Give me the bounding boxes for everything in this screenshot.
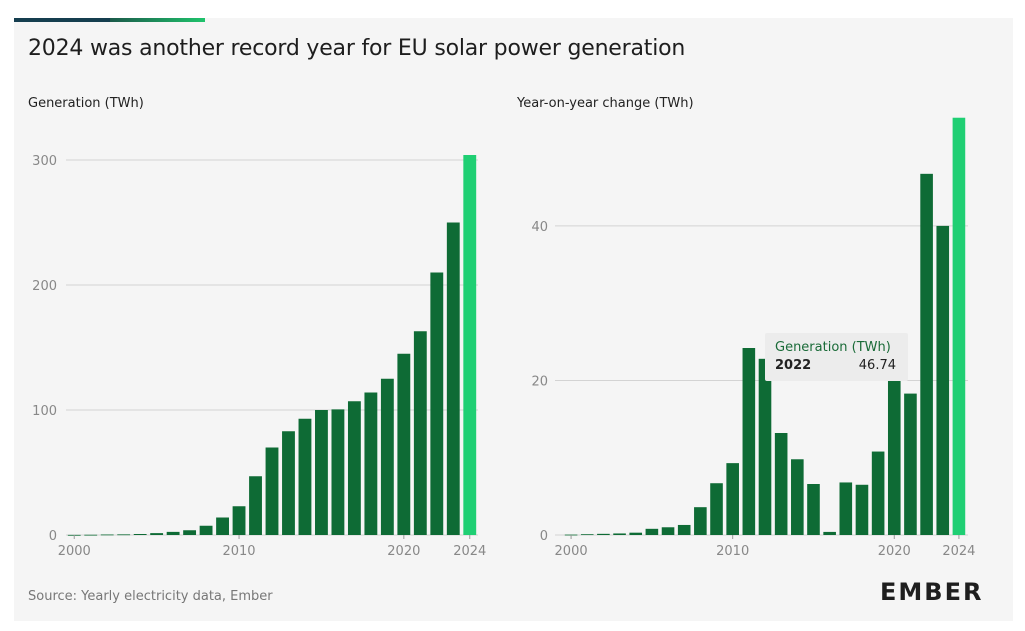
left-y-tick-label: 0 [49, 529, 57, 544]
left-bar [150, 533, 164, 535]
left-bar [282, 431, 295, 535]
right-bar [920, 173, 933, 535]
right-bar [904, 393, 917, 535]
right-bar [807, 484, 820, 535]
right-bar [855, 484, 869, 535]
left-bar [199, 525, 213, 535]
right-bar [613, 533, 626, 535]
right-bar [839, 482, 853, 535]
left-bar [133, 534, 147, 535]
accent-bar-dark [14, 18, 110, 22]
right-bar [871, 451, 885, 535]
right-bar [742, 348, 756, 535]
source-note: Source: Yearly electricity data, Ember [28, 589, 273, 604]
left-bar [446, 222, 460, 535]
right-bar [710, 483, 723, 535]
chart-title: 2024 was another record year for EU sola… [28, 36, 686, 61]
left-bar [413, 331, 427, 535]
right-bar [774, 433, 788, 535]
right-bar [936, 225, 950, 535]
left-x-tick-label: 2000 [58, 544, 91, 559]
left-y-tick-label: 100 [32, 404, 57, 419]
left-bar [364, 392, 378, 535]
right-bar [597, 533, 610, 535]
left-bar [166, 531, 180, 535]
right-bar [887, 380, 901, 535]
right-bar [791, 459, 804, 535]
right-bar [758, 358, 772, 535]
left-x-tick-label: 2024 [453, 544, 486, 559]
right-bar [580, 534, 594, 536]
accent-bar [14, 18, 205, 22]
right-y-tick-label: 40 [531, 220, 548, 235]
left-bar [298, 418, 312, 535]
tooltip-year: 2022 [775, 358, 812, 373]
right-bar [661, 527, 675, 535]
left-x-tick-label: 2020 [387, 544, 420, 559]
ember-logo: EMBER [880, 578, 984, 606]
right-bar [629, 532, 643, 535]
left-y-tick-label: 300 [32, 154, 57, 169]
tooltip: Generation (TWh) 2022 46.74 [765, 333, 908, 381]
right-bar [645, 528, 659, 535]
left-bar [463, 155, 477, 535]
left-bar [430, 272, 444, 535]
left-bar [315, 410, 328, 535]
right-bar [823, 531, 836, 535]
tooltip-value: 46.74 [858, 358, 896, 373]
right-bar [677, 524, 691, 535]
left-bar [397, 353, 411, 535]
left-y-tick-label: 200 [32, 279, 57, 294]
right-bar [694, 507, 707, 535]
right-panel-label: Year-on-year change (TWh) [517, 96, 694, 111]
left-bar [117, 534, 131, 536]
left-panel-label: Generation (TWh) [28, 96, 144, 111]
right-y-tick-label: 20 [531, 374, 548, 389]
left-bar [100, 534, 114, 536]
left-bar [232, 506, 246, 535]
left-bar [265, 447, 279, 535]
right-x-tick-label: 2000 [555, 544, 588, 559]
left-bar [183, 530, 197, 535]
left-x-tick-label: 2010 [222, 544, 255, 559]
right-x-tick-label: 2010 [716, 544, 749, 559]
right-x-tick-label: 2020 [878, 544, 911, 559]
right-bar [952, 117, 966, 536]
left-bar [331, 409, 345, 535]
left-bar [249, 476, 262, 535]
left-bar [84, 534, 98, 536]
left-bar [380, 378, 394, 535]
right-y-tick-label: 0 [540, 529, 548, 544]
left-bar [347, 401, 361, 535]
left-bar [216, 517, 229, 535]
tooltip-series: Generation (TWh) [775, 340, 891, 355]
accent-bar-green [109, 18, 205, 22]
right-bar [726, 463, 739, 535]
right-x-tick-label: 2024 [942, 544, 975, 559]
